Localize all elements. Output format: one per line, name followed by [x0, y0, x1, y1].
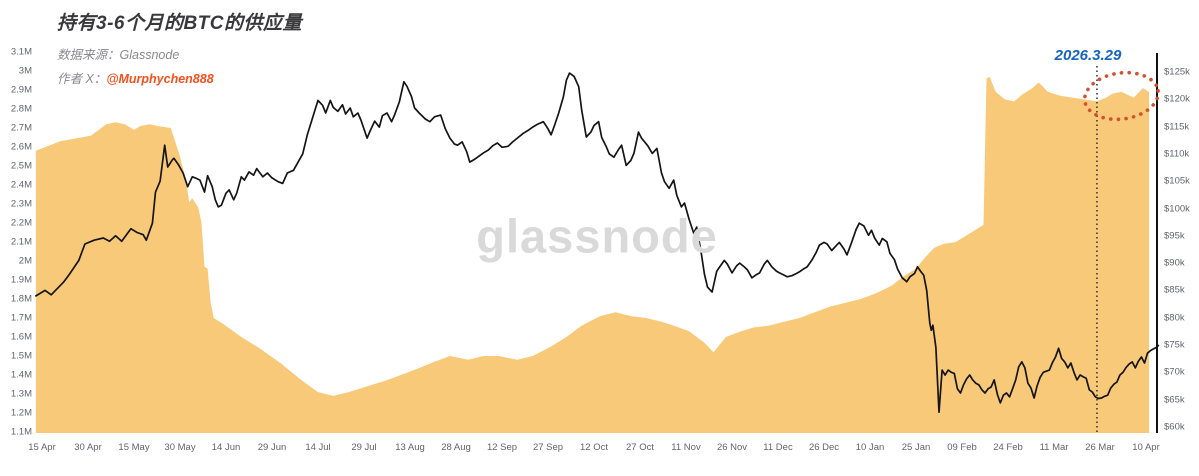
y-right-tick: $75k — [1164, 339, 1185, 351]
chart-header: 持有3-6个月的BTC的供应量 数据来源：Glassnode 作者 X：@Mur… — [57, 8, 302, 87]
y-right-tick: $85k — [1164, 284, 1185, 296]
y-right-tick: $120k — [1164, 93, 1190, 105]
y-left-tick: 1.8M — [10, 293, 32, 305]
x-axis-tick: 15 May — [118, 442, 150, 453]
y-left-tick: 1.4M — [10, 369, 32, 381]
x-axis-tick: 14 Jun — [211, 442, 241, 453]
x-axis-tick: 29 Jun — [257, 442, 287, 453]
y-left-tick: 2.4M — [10, 179, 32, 191]
x-axis-tick: 13 Aug — [395, 442, 425, 453]
x-axis-tick: 12 Oct — [580, 442, 608, 453]
y-left-tick: 1.3M — [10, 388, 32, 400]
x-axis-tick: 15 Apr — [28, 442, 56, 453]
y-right-tick: $100k — [1164, 203, 1190, 214]
x-axis-tick: 30 May — [164, 442, 196, 453]
y-right-tick: $60k — [1164, 421, 1185, 433]
y-right-tick: $95k — [1164, 230, 1185, 242]
y-right-tick: $80k — [1164, 312, 1185, 324]
y-left-tick: 1.6M — [10, 331, 32, 343]
y-right-tick: $65k — [1164, 394, 1185, 406]
y-left-tick: 2.2M — [10, 217, 32, 229]
y-left-tick: 1.2M — [10, 407, 32, 419]
x-axis-tick: 26 Nov — [716, 442, 748, 453]
annotation-dotted-circle — [1082, 70, 1161, 122]
y-right-tick: $110k — [1164, 148, 1190, 160]
x-axis-tick: 24 Feb — [993, 442, 1023, 453]
glassnode-watermark: glassnode — [476, 209, 718, 263]
y-left-tick: 1.7M — [10, 312, 32, 324]
x-axis-tick: 11 Dec — [763, 442, 793, 453]
x-axis-tick: 11 Nov — [671, 442, 701, 453]
x-axis-tick: 09 Feb — [947, 442, 977, 453]
y-right-tick: $70k — [1164, 366, 1185, 378]
y-right-tick: $105k — [1164, 175, 1190, 187]
annotation-date-label: 2026.3.29 — [1054, 47, 1122, 64]
x-axis-tick: 12 Sep — [486, 442, 518, 453]
y-left-tick: 1.9M — [10, 274, 32, 286]
x-axis-tick: 26 Dec — [808, 442, 840, 453]
y-left-tick: 1.1M — [10, 426, 32, 438]
x-axis-tick: 11 Mar — [1039, 442, 1069, 453]
y-right-tick: $90k — [1164, 257, 1185, 269]
y-left-tick: 3.1M — [10, 46, 32, 58]
page-title: 持有3-6个月的BTC的供应量 — [57, 13, 303, 34]
y-left-tick: 2.7M — [10, 122, 32, 134]
x-axis-tick: 27 Oct — [626, 442, 654, 453]
x-axis-tick: 30 Apr — [74, 442, 102, 453]
x-axis-tick: 29 Jul — [351, 442, 377, 453]
x-axis-tick: 10 Jan — [855, 442, 885, 453]
y-left-tick: 2M — [18, 255, 32, 267]
x-axis-tick: 27 Sep — [532, 442, 564, 453]
source-value: Glassnode — [119, 48, 180, 62]
x-axis-tick: 10 Apr — [1132, 442, 1160, 453]
x-axis-tick: 28 Aug — [441, 442, 471, 453]
y-left-tick: 2.9M — [10, 84, 32, 96]
y-left-tick: 2.8M — [10, 103, 32, 115]
y-left-tick: 1.5M — [10, 350, 32, 362]
y-left-tick: 2.1M — [10, 236, 32, 248]
price-line-series — [35, 72, 1160, 414]
data-source-line: 数据来源：Glassnode — [57, 44, 302, 63]
author-label: 作者 X： — [57, 72, 107, 86]
y-left-tick: 2.3M — [10, 198, 32, 210]
source-label: 数据来源： — [57, 48, 120, 62]
y-left-tick: 3M — [18, 65, 32, 77]
author-line: 作者 X：@Murphychen888 — [57, 68, 302, 87]
y-left-tick: 2.5M — [10, 160, 32, 172]
supply-area-series — [35, 76, 1150, 433]
x-axis-tick: 26 Mar — [1085, 442, 1115, 453]
y-right-tick: $125k — [1164, 66, 1190, 78]
author-handle: @Murphychen888 — [106, 72, 214, 86]
y-right-tick: $115k — [1164, 121, 1190, 133]
y-left-tick: 2.6M — [10, 141, 32, 153]
x-axis-tick: 14 Jul — [305, 442, 331, 453]
x-axis-tick: 25 Jan — [901, 442, 931, 453]
